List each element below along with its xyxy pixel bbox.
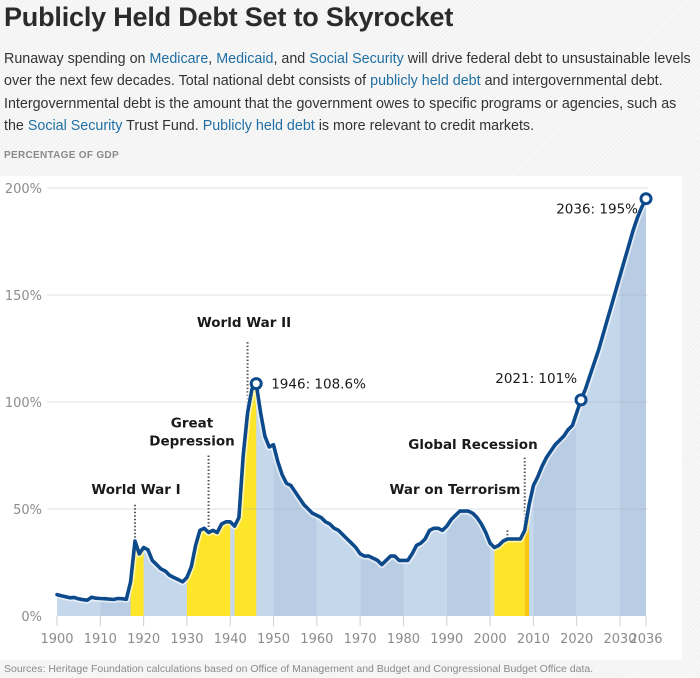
event-label: World War II [197, 315, 291, 331]
page-title: Publicly Held Debt Set to Skyrocket [4, 2, 454, 32]
series-line [55, 196, 650, 604]
intro-text: will drive federal debt to unsustainable… [4, 51, 691, 90]
decade-band [360, 198, 404, 616]
sources-note: Sources: Heritage Foundation calculation… [4, 663, 594, 675]
x-tick-label: 1960 [300, 632, 333, 647]
event-label: Global Recession [408, 437, 537, 453]
x-tick-label: 2030 [603, 632, 636, 647]
decade-band [273, 198, 317, 616]
intro-link[interactable]: Publicly held debt [202, 117, 315, 134]
callouts: 1946: 108.6% 2021: 101% 2036: 195% [249, 192, 653, 407]
intro-link[interactable]: Social Security [27, 117, 123, 134]
intro-text: is more relevant to credit markets. [314, 117, 535, 134]
decade-band [620, 198, 646, 616]
x-tick-label: 1900 [40, 632, 73, 647]
intro-text: Trust Fund. [122, 117, 203, 134]
callout-marker [639, 192, 653, 206]
chart-panel: World War I Great Depression World War II Wa… [0, 176, 682, 660]
y-tick-label: 50% [13, 503, 42, 518]
axes: 0% 50% 100% 150% 200% 1900 1910 1920 1930 1940 195… [5, 182, 663, 647]
event-label: War on Terrorism [389, 482, 520, 498]
x-tick-label: 2010 [517, 632, 550, 647]
intro-text: , and [273, 51, 310, 67]
decade-band [533, 198, 577, 616]
y-axis-caption: PERCENTAGE OF GDP [4, 150, 119, 161]
intro-link[interactable]: Social Security [309, 51, 404, 67]
event-label: Great [171, 416, 214, 432]
x-tick-label: 2020 [560, 632, 593, 647]
decade-band [57, 198, 101, 616]
intro-paragraph: Runaway spending on Medicare, Medicaid, … [4, 48, 694, 137]
x-tick-label: 2036 [629, 632, 662, 647]
x-tick-label: 1930 [170, 632, 203, 647]
intro-link[interactable]: publicly held debt [370, 73, 481, 90]
y-tick-label: 0% [21, 610, 42, 625]
event-label-line2: Depression [149, 434, 234, 450]
intro-text: , [208, 51, 217, 67]
gridlines [47, 187, 648, 510]
callout-marker [249, 377, 263, 391]
y-tick-label: 200% [5, 182, 42, 197]
x-tick-label: 1920 [127, 632, 160, 647]
decade-band [446, 198, 491, 616]
x-tick-label: 1910 [84, 632, 117, 647]
callout-label: 2021: 101% [495, 371, 577, 387]
event-band [494, 198, 525, 616]
x-tick-label: 1950 [257, 632, 290, 647]
event-annotations: World War I Great Depression World War II Wa… [91, 315, 538, 539]
event-label: World War I [91, 482, 180, 498]
x-tick-label: 2000 [474, 632, 507, 647]
x-tick-label: 1990 [430, 632, 463, 647]
event-band [524, 198, 530, 616]
x-tick-label: 1970 [344, 632, 377, 647]
x-tick-label: 1980 [387, 632, 420, 647]
series-line-path [55, 196, 648, 602]
intro-text: Runaway spending on [4, 51, 150, 67]
x-tick-label: 1940 [214, 632, 247, 647]
callout-label: 1946: 108.6% [271, 377, 366, 393]
callout-marker [574, 393, 588, 407]
debt-chart: World War I Great Depression World War II Wa… [5, 182, 663, 647]
intro-link[interactable]: Medicare [149, 51, 209, 67]
intro-text: and intergovernmental debt. Intergovernm… [4, 73, 677, 134]
y-tick-label: 100% [5, 396, 42, 411]
decade-band [403, 198, 447, 616]
y-tick-label: 150% [5, 289, 42, 304]
callout-label: 2036: 195% [556, 202, 638, 218]
intro-link[interactable]: Medicaid [216, 51, 274, 67]
